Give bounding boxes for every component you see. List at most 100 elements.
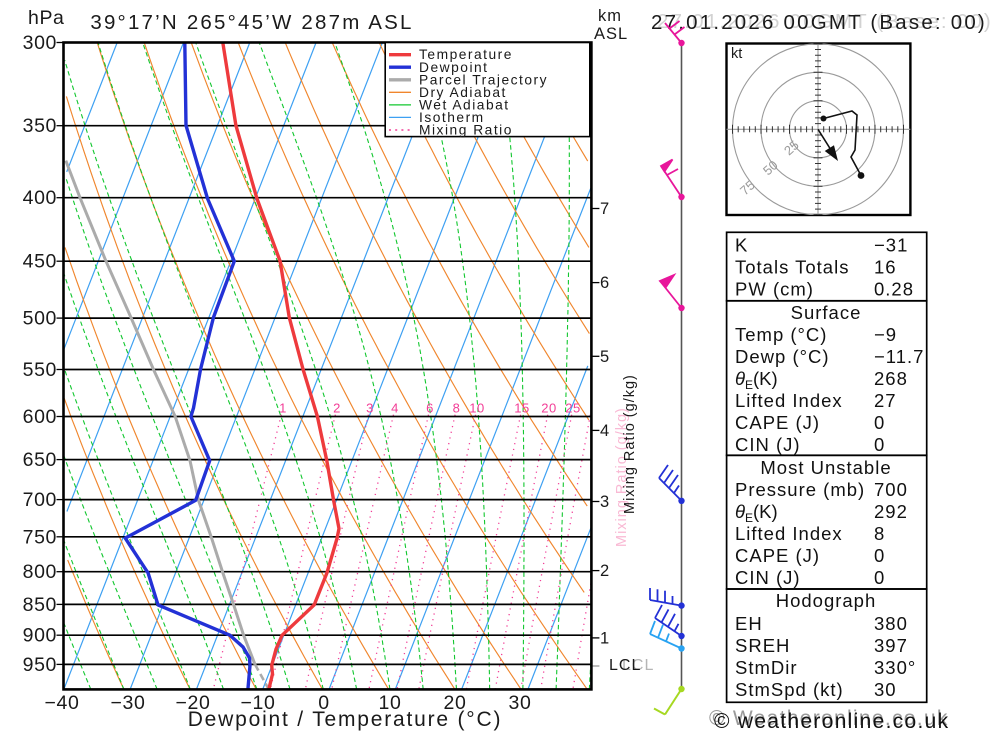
svg-text:θ: θ: [735, 368, 745, 389]
svg-text:550: 550: [23, 359, 57, 381]
svg-text:27: 27: [874, 390, 897, 411]
svg-text:Hodograph: Hodograph: [776, 590, 877, 611]
svg-text:0: 0: [874, 567, 885, 588]
svg-text:E: E: [745, 511, 753, 525]
svg-text:−31: −31: [874, 235, 908, 256]
svg-text:Temperature: Temperature: [419, 47, 513, 62]
svg-text:20: 20: [444, 692, 467, 714]
svg-text:8: 8: [874, 523, 885, 544]
svg-text:Dewp (°C): Dewp (°C): [735, 346, 830, 367]
svg-text:600: 600: [23, 406, 57, 428]
svg-text:0.28: 0.28: [874, 279, 914, 300]
svg-text:PW (cm): PW (cm): [735, 279, 814, 300]
svg-text:27.01.2026 00GMT (Base: 00): 27.01.2026 00GMT (Base: 00): [657, 10, 993, 33]
svg-text:θ: θ: [735, 501, 745, 522]
svg-text:3: 3: [600, 493, 610, 511]
svg-text:K: K: [735, 235, 748, 256]
svg-text:1: 1: [600, 629, 610, 647]
svg-text:7: 7: [600, 200, 610, 218]
svg-text:Most Unstable: Most Unstable: [760, 457, 891, 478]
svg-text:500: 500: [23, 308, 57, 330]
svg-text:900: 900: [23, 625, 57, 647]
svg-text:8: 8: [453, 401, 461, 416]
svg-text:2: 2: [333, 401, 341, 416]
svg-text:(K): (K): [753, 501, 778, 522]
svg-text:StmSpd (kt): StmSpd (kt): [735, 679, 844, 700]
svg-text:(K): (K): [753, 368, 778, 389]
svg-text:CIN (J): CIN (J): [735, 567, 801, 588]
svg-text:650: 650: [23, 449, 57, 471]
svg-text:−11.7: −11.7: [874, 346, 924, 367]
svg-text:20: 20: [541, 401, 556, 416]
svg-text:450: 450: [23, 251, 57, 273]
svg-text:km: km: [598, 7, 622, 25]
svg-text:Mixing Ratio (g/kg): Mixing Ratio (g/kg): [614, 407, 630, 547]
svg-text:5: 5: [600, 348, 610, 366]
svg-text:850: 850: [23, 594, 57, 616]
svg-text:2: 2: [600, 562, 610, 580]
svg-text:Mixing Ratio (g/kg): Mixing Ratio (g/kg): [622, 374, 638, 514]
svg-text:397: 397: [874, 635, 908, 656]
svg-text:0: 0: [874, 434, 885, 455]
svg-text:3: 3: [366, 401, 374, 416]
svg-text:0: 0: [318, 692, 329, 714]
svg-text:16: 16: [874, 257, 897, 278]
svg-text:kt: kt: [731, 46, 742, 62]
svg-text:Totals Totals: Totals Totals: [735, 257, 849, 278]
svg-text:Temp (°C): Temp (°C): [735, 324, 827, 345]
svg-text:0: 0: [874, 545, 885, 566]
svg-text:30: 30: [874, 679, 897, 700]
svg-text:Isotherm: Isotherm: [419, 110, 485, 125]
svg-text:15: 15: [514, 401, 529, 416]
svg-text:Lifted Index: Lifted Index: [735, 523, 843, 544]
svg-text:LCL: LCL: [622, 657, 654, 674]
svg-text:Lifted Index: Lifted Index: [735, 390, 843, 411]
svg-text:27.01.2026 00GMT (Base: 00): 27.01.2026 00GMT (Base: 00): [651, 11, 987, 34]
svg-text:© weatheronline.co.uk: © weatheronline.co.uk: [714, 710, 949, 733]
svg-text:Dry Adiabat: Dry Adiabat: [419, 85, 507, 100]
svg-text:6: 6: [600, 274, 610, 292]
svg-text:10: 10: [469, 401, 484, 416]
svg-text:Wet Adiabat: Wet Adiabat: [419, 97, 510, 112]
svg-text:292: 292: [874, 501, 908, 522]
svg-text:800: 800: [23, 561, 57, 583]
svg-text:hPa: hPa: [28, 7, 65, 29]
svg-text:© Weatheronline.co.uk: © Weatheronline.co.uk: [709, 707, 949, 730]
svg-text:380: 380: [874, 613, 908, 634]
svg-text:268: 268: [874, 368, 908, 389]
svg-text:750: 750: [23, 526, 57, 548]
svg-text:CIN (J): CIN (J): [735, 434, 801, 455]
svg-text:30: 30: [509, 692, 532, 714]
svg-text:300: 300: [23, 32, 57, 54]
svg-text:330°: 330°: [874, 657, 916, 678]
svg-text:−40: −40: [45, 692, 80, 714]
svg-text:4: 4: [600, 422, 610, 440]
svg-text:−9: −9: [874, 324, 897, 345]
svg-text:39°17’N 265°45’W 287m ASL: 39°17’N 265°45’W 287m ASL: [90, 11, 413, 34]
svg-text:SREH: SREH: [735, 635, 790, 656]
svg-text:25: 25: [565, 401, 580, 416]
svg-text:LCL: LCL: [609, 657, 641, 674]
svg-text:−20: −20: [176, 692, 211, 714]
svg-text:0: 0: [874, 412, 885, 433]
svg-text:EH: EH: [735, 613, 763, 634]
svg-text:Mixing Ratio: Mixing Ratio: [419, 123, 513, 138]
svg-text:Dewpoint / Temperature (°C): Dewpoint / Temperature (°C): [188, 708, 503, 731]
svg-text:700: 700: [874, 479, 908, 500]
svg-text:StmDir: StmDir: [735, 657, 798, 678]
svg-text:10: 10: [379, 692, 402, 714]
svg-text:400: 400: [23, 187, 57, 209]
svg-text:6: 6: [426, 401, 434, 416]
svg-text:1: 1: [279, 401, 287, 416]
svg-text:−10: −10: [241, 692, 276, 714]
svg-text:CAPE (J): CAPE (J): [735, 412, 820, 433]
svg-text:4: 4: [391, 401, 399, 416]
svg-text:Pressure (mb): Pressure (mb): [735, 479, 865, 500]
svg-text:Parcel Trajectory: Parcel Trajectory: [419, 72, 548, 87]
svg-text:Dewpoint: Dewpoint: [419, 60, 489, 75]
svg-text:950: 950: [23, 654, 57, 676]
svg-text:ASL: ASL: [594, 25, 628, 43]
svg-text:−30: −30: [111, 692, 146, 714]
svg-text:Surface: Surface: [791, 302, 862, 323]
svg-text:E: E: [745, 378, 753, 392]
